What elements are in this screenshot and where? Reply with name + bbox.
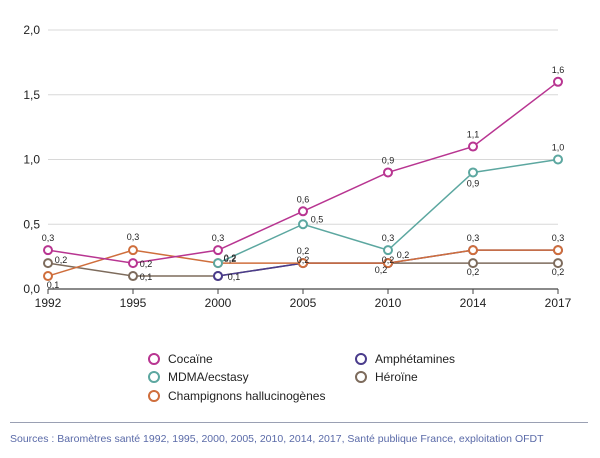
x-tick-label: 2017 bbox=[545, 296, 572, 310]
y-tick-label: 2,0 bbox=[23, 23, 40, 37]
data-label: 0,9 bbox=[467, 178, 480, 188]
data-label: 0,2 bbox=[224, 254, 237, 264]
x-tick-label: 1995 bbox=[120, 296, 147, 310]
data-point bbox=[553, 245, 563, 256]
data-point bbox=[468, 258, 478, 269]
data-label: 0,2 bbox=[375, 265, 388, 275]
data-label: 0,5 bbox=[311, 214, 324, 224]
data-label: 0,2 bbox=[55, 255, 68, 265]
x-tick-label: 2014 bbox=[460, 296, 487, 310]
data-point bbox=[468, 167, 478, 178]
data-point bbox=[128, 245, 138, 256]
data-point bbox=[468, 245, 478, 256]
data-label: 0,6 bbox=[297, 194, 310, 204]
data-point bbox=[553, 76, 563, 87]
data-point bbox=[383, 258, 393, 269]
data-label: 1,6 bbox=[552, 65, 565, 75]
data-point bbox=[128, 258, 138, 269]
data-label: 0,2 bbox=[382, 255, 395, 265]
y-tick-label: 0,5 bbox=[23, 217, 40, 231]
data-label: 0,2 bbox=[224, 253, 237, 263]
data-label: 0,3 bbox=[382, 233, 395, 243]
series-line bbox=[47, 81, 559, 264]
footer-divider bbox=[10, 422, 588, 423]
data-point bbox=[468, 141, 478, 152]
data-point bbox=[298, 258, 308, 269]
data-label: 0,2 bbox=[140, 259, 153, 269]
data-point bbox=[43, 245, 53, 256]
data-point bbox=[383, 245, 393, 256]
y-tick-label: 1,0 bbox=[23, 153, 40, 167]
data-label: 0,1 bbox=[47, 280, 60, 290]
data-point bbox=[553, 154, 563, 165]
line-chart: 0,0 0,5 1,0 1,5 2,0 1992 1995 2000 2005 2010 2014 2… bbox=[23, 23, 572, 310]
data-label: 0,3 bbox=[552, 233, 565, 243]
data-point bbox=[213, 245, 223, 256]
data-label: 0,2 bbox=[467, 267, 480, 277]
data-label: 1,0 bbox=[552, 143, 565, 153]
data-label: 0,2 bbox=[552, 267, 565, 277]
data-label: 0,9 bbox=[382, 155, 395, 165]
data-label: 0,1 bbox=[140, 272, 153, 282]
data-label: 1,1 bbox=[467, 130, 480, 140]
data-label: 0,3 bbox=[42, 233, 55, 243]
data-point bbox=[298, 206, 308, 217]
data-point bbox=[43, 258, 53, 269]
y-tick-label: 0,0 bbox=[23, 282, 40, 296]
data-point bbox=[213, 271, 223, 282]
x-tick-label: 2005 bbox=[290, 296, 317, 310]
data-point bbox=[43, 271, 53, 282]
source-note: Sources : Baromètres santé 1992, 1995, 2… bbox=[10, 433, 544, 445]
data-label: 0,2 bbox=[397, 250, 410, 260]
data-label: 0,2 bbox=[297, 255, 310, 265]
x-tick-label: 1992 bbox=[35, 296, 62, 310]
data-point bbox=[128, 271, 138, 282]
data-point bbox=[298, 219, 308, 230]
data-label: 0,2 bbox=[297, 246, 310, 256]
data-label: 0,3 bbox=[467, 233, 480, 243]
x-tick-label: 2000 bbox=[205, 296, 232, 310]
data-point bbox=[553, 258, 563, 269]
y-tick-label: 1,5 bbox=[23, 88, 40, 102]
data-label: 0,3 bbox=[127, 232, 140, 242]
data-point bbox=[213, 258, 223, 269]
data-label: 0,3 bbox=[212, 233, 225, 243]
data-label: 0,1 bbox=[228, 272, 241, 282]
data-point bbox=[383, 167, 393, 178]
x-tick-label: 2010 bbox=[375, 296, 402, 310]
